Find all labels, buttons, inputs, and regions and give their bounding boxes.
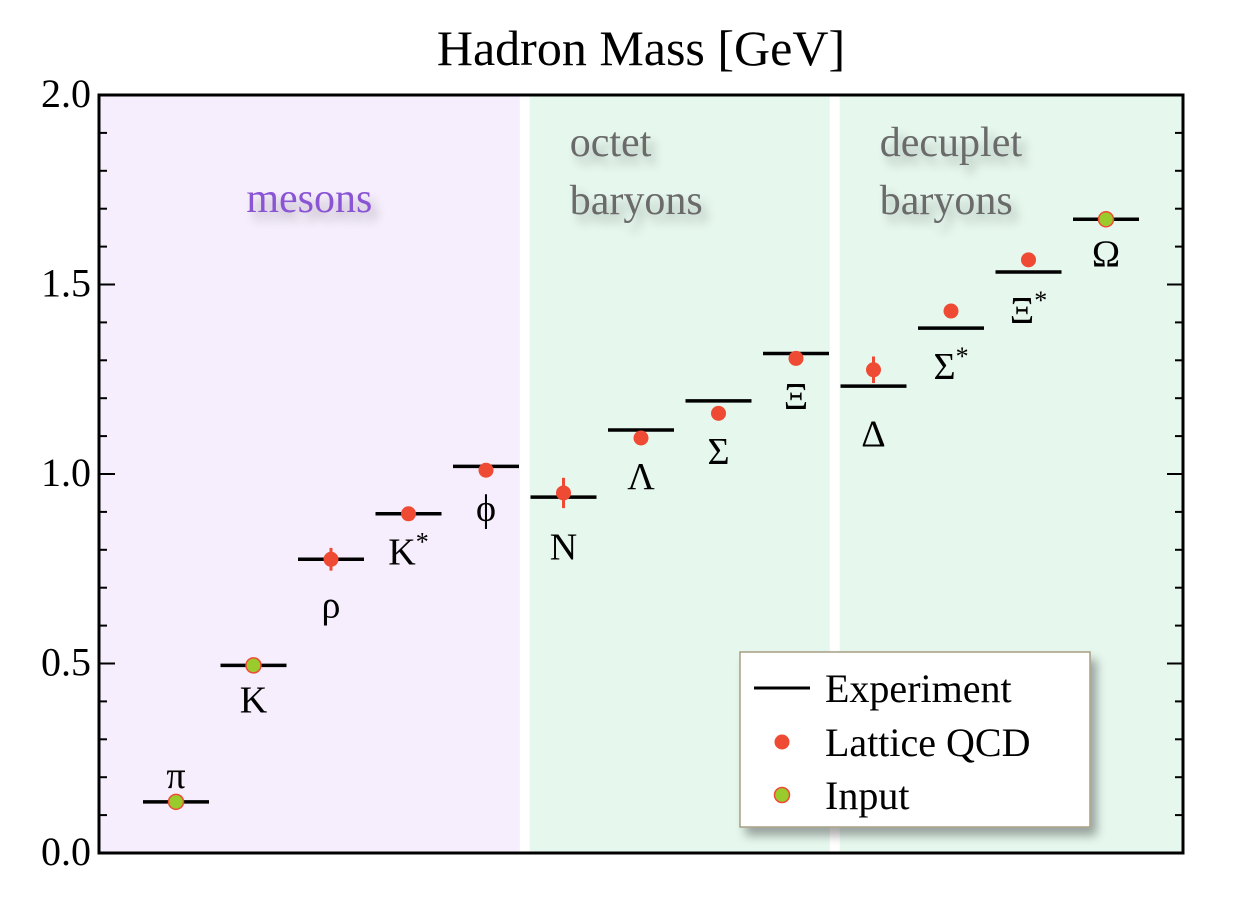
- y-tick-label: 1.0: [41, 450, 91, 495]
- region-label: mesons: [246, 176, 372, 222]
- legend-lattice-label: Lattice QCD: [825, 720, 1031, 765]
- region-label: decuplet: [880, 120, 1023, 166]
- particle-label: Λ: [627, 456, 655, 498]
- input-point: [1097, 211, 1115, 228]
- input-point: [167, 793, 185, 811]
- legend-lattice-swatch: [774, 734, 790, 750]
- particle-label: K*: [388, 528, 428, 574]
- plot-frame: [97, 93, 1185, 855]
- particle-label: Ξ: [784, 376, 808, 418]
- particle-label: ρ: [322, 585, 341, 627]
- chart-title: Hadron Mass [GeV]: [437, 20, 845, 76]
- y-tick-label: 0.5: [41, 640, 91, 685]
- region-labels: mesons octet baryons decuplet baryons: [246, 120, 1022, 224]
- lattice-point: [711, 405, 726, 421]
- region-label: baryons: [570, 178, 703, 224]
- particle-label: Σ: [707, 431, 729, 473]
- data-marks: [143, 211, 1139, 811]
- particle-labels: π Kρ K* ϕ N Λ Σ Ξ Δ Σ* Ξ* Ω: [166, 233, 1120, 797]
- lattice-point: [556, 485, 571, 501]
- particle-label: K: [240, 679, 268, 721]
- legend: Experiment Lattice QCD Input: [739, 651, 1091, 828]
- region-label: octet: [570, 120, 652, 166]
- particle-label: Ξ*: [1010, 286, 1047, 332]
- particle-label: Ω: [1092, 233, 1120, 275]
- particle-label: π: [166, 755, 185, 797]
- region-label: baryons: [880, 178, 1013, 224]
- lattice-point: [633, 430, 649, 446]
- lattice-point: [323, 551, 339, 567]
- legend-box: [739, 651, 1091, 828]
- legend-experiment-label: Experiment: [825, 666, 1012, 711]
- particle-label: Δ: [861, 413, 885, 455]
- y-tick-label: 2.0: [41, 71, 91, 116]
- lattice-point: [478, 462, 494, 478]
- lattice-point: [866, 362, 881, 378]
- particle-label: Σ*: [933, 342, 968, 388]
- lattice-point: [788, 350, 804, 366]
- lattice-point: [1021, 252, 1036, 268]
- legend-input-label: Input: [825, 773, 909, 818]
- lattice-point: [401, 506, 416, 522]
- region-backgrounds: [99, 95, 1183, 853]
- y-axis-ticks: 0.0 0.5 1.0 1.5 2.0: [41, 71, 1183, 874]
- legend-input-swatch: [773, 786, 791, 804]
- region-background: [99, 95, 520, 853]
- particle-label: ϕ: [476, 488, 496, 530]
- particle-label: N: [550, 526, 577, 568]
- input-point: [245, 657, 262, 674]
- y-tick-label: 1.5: [41, 261, 91, 306]
- y-tick-label: 0.0: [41, 829, 91, 874]
- lattice-point: [943, 303, 959, 319]
